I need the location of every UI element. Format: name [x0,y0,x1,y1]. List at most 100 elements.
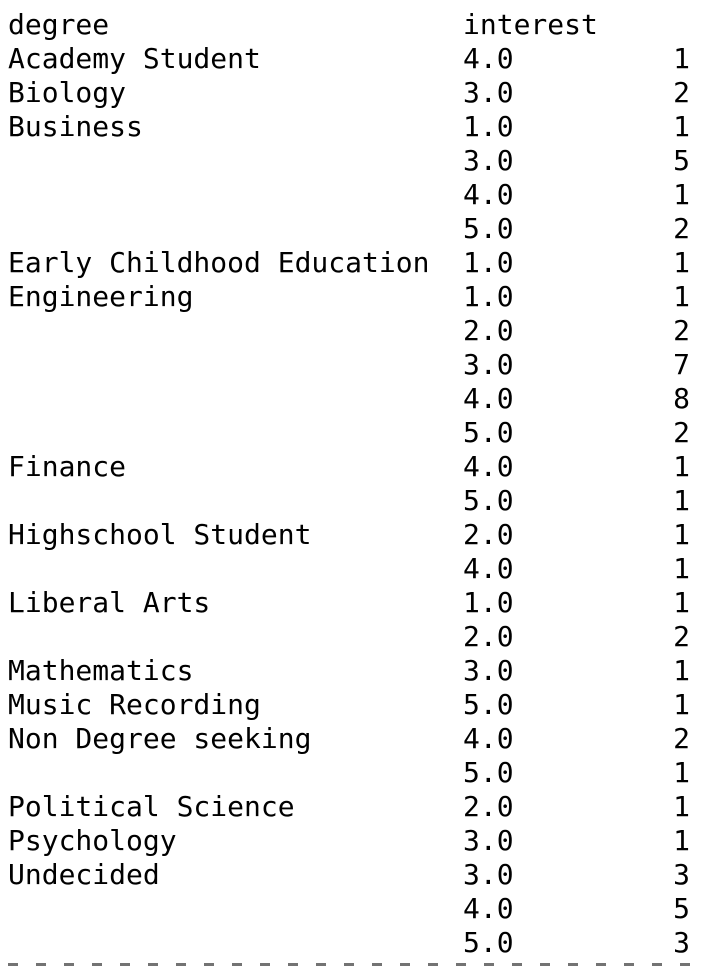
count-cell: 1 [673,280,690,313]
table-row: Undecided 3.0 3 [8,858,690,892]
count-cell: 1 [673,178,690,211]
degree-cell: Business [8,110,143,143]
table-row: 5.0 1 [8,484,690,518]
count-cell: 1 [673,110,690,143]
interest-cell: 1.0 [463,110,514,143]
table-row: 4.0 8 [8,382,690,416]
interest-column-header: interest [463,8,598,41]
interest-cell: 4.0 [463,552,514,585]
interest-cell: 3.0 [463,858,514,891]
count-cell: 1 [673,586,690,619]
count-cell: 3 [673,858,690,891]
degree-cell: Academy Student [8,42,261,75]
count-cell: 8 [673,382,690,415]
count-cell: 1 [673,484,690,517]
interest-cell: 3.0 [463,824,514,857]
groupby-output-table: degree interest Academy Student 4.0 1 Biolo… [8,8,690,960]
table-row: Non Degree seeking 4.0 2 [8,722,690,756]
interest-cell: 3.0 [463,348,514,381]
degree-cell: Music Recording [8,688,261,721]
count-cell: 5 [673,144,690,177]
interest-cell: 1.0 [463,586,514,619]
table-row: 5.0 1 [8,756,690,790]
cut-off-next-line [8,958,690,966]
interest-cell: 4.0 [463,892,514,925]
count-cell: 1 [673,654,690,687]
interest-cell: 5.0 [463,212,514,245]
count-cell: 2 [673,620,690,653]
table-row: 3.0 5 [8,144,690,178]
interest-cell: 4.0 [463,722,514,755]
count-cell: 1 [673,42,690,75]
count-cell: 1 [673,450,690,483]
table-body: Academy Student 4.0 1 Biology 3.0 2 Business 1.… [8,42,690,960]
interest-cell: 5.0 [463,484,514,517]
interest-cell: 5.0 [463,756,514,789]
table-row: 3.0 7 [8,348,690,382]
table-row: Academy Student 4.0 1 [8,42,690,76]
table-row: 5.0 2 [8,212,690,246]
degree-column-header: degree [8,8,110,41]
interest-cell: 5.0 [463,416,514,449]
count-cell: 1 [673,756,690,789]
interest-cell: 4.0 [463,450,514,483]
table-row: Political Science 2.0 1 [8,790,690,824]
count-cell: 2 [673,76,690,109]
table-row: Early Childhood Education 1.0 1 [8,246,690,280]
count-cell: 2 [673,212,690,245]
count-cell: 1 [673,246,690,279]
interest-cell: 3.0 [463,76,514,109]
count-cell: 7 [673,348,690,381]
interest-cell: 3.0 [463,144,514,177]
table-row: 5.0 3 [8,926,690,960]
table-row: 4.0 5 [8,892,690,926]
interest-cell: 2.0 [463,314,514,347]
count-cell: 2 [673,722,690,755]
interest-cell: 4.0 [463,42,514,75]
header-row: degree interest [8,8,690,42]
degree-cell: Political Science [8,790,295,823]
interest-cell: 3.0 [463,654,514,687]
count-cell: 1 [673,518,690,551]
degree-cell: Undecided [8,858,160,891]
degree-cell: Psychology [8,824,177,857]
table-row: Music Recording 5.0 1 [8,688,690,722]
table-row: Highschool Student 2.0 1 [8,518,690,552]
count-cell: 2 [673,416,690,449]
table-row: Mathematics 3.0 1 [8,654,690,688]
interest-cell: 2.0 [463,620,514,653]
interest-cell: 1.0 [463,246,514,279]
table-row: 5.0 2 [8,416,690,450]
count-cell: 2 [673,314,690,347]
degree-cell: Non Degree seeking [8,722,312,755]
interest-cell: 2.0 [463,518,514,551]
table-row: Finance 4.0 1 [8,450,690,484]
degree-cell: Liberal Arts [8,586,211,619]
table-row: Biology 3.0 2 [8,76,690,110]
table-row: Business 1.0 1 [8,110,690,144]
interest-cell: 5.0 [463,688,514,721]
degree-cell: Biology [8,76,127,109]
interest-cell: 2.0 [463,790,514,823]
interest-cell: 4.0 [463,178,514,211]
interest-cell: 4.0 [463,382,514,415]
degree-cell: Highschool Student [8,518,312,551]
degree-cell: Early Childhood Education [8,246,430,279]
interest-cell: 5.0 [463,926,514,959]
count-cell: 1 [673,824,690,857]
table-row: 2.0 2 [8,314,690,348]
table-row: Engineering 1.0 1 [8,280,690,314]
count-cell: 3 [673,926,690,959]
table-row: Liberal Arts 1.0 1 [8,586,690,620]
interest-cell: 1.0 [463,280,514,313]
count-cell: 1 [673,790,690,823]
degree-cell: Finance [8,450,127,483]
count-cell: 1 [673,552,690,585]
table-row: Psychology 3.0 1 [8,824,690,858]
degree-cell: Engineering [8,280,194,313]
table-row: 4.0 1 [8,178,690,212]
table-row: 2.0 2 [8,620,690,654]
degree-cell: Mathematics [8,654,194,687]
count-cell: 1 [673,688,690,721]
table-row: 4.0 1 [8,552,690,586]
